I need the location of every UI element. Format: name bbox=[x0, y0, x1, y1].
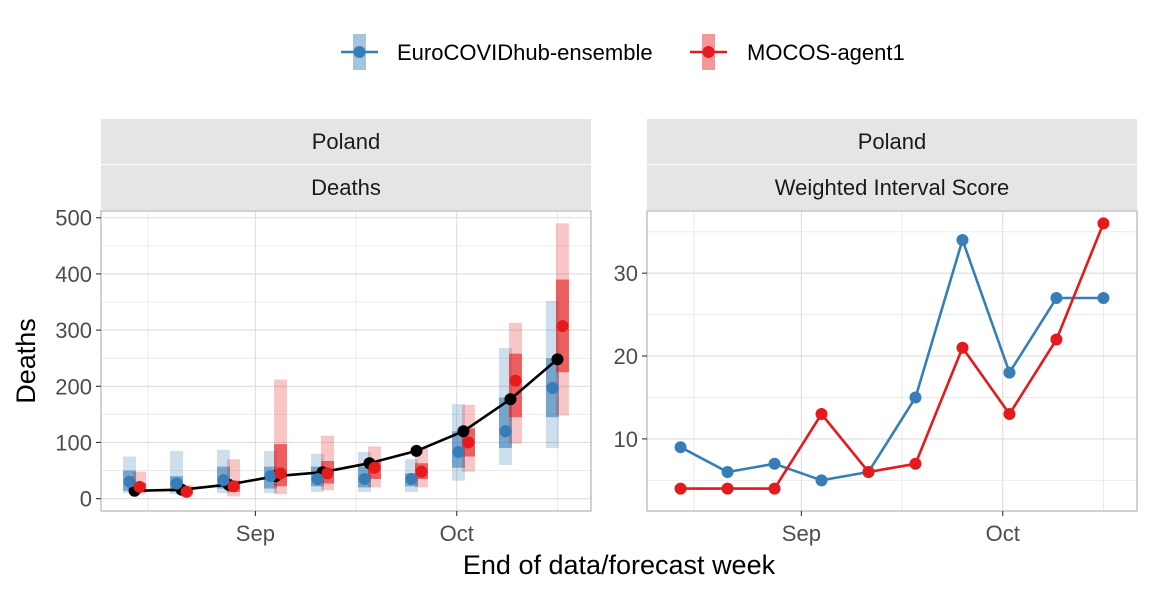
wis-point-ensemble-1 bbox=[721, 466, 734, 479]
legend-ensemble-dot bbox=[353, 46, 366, 58]
legend-label-mocos: MOCOS-agent1 bbox=[747, 40, 905, 65]
y-tick-label-0: 0 bbox=[80, 487, 92, 512]
strip-left-bottom bbox=[101, 165, 591, 210]
panel-right-wis: 10 20 30 Sep Oct bbox=[614, 210, 1138, 546]
median-point-mocos-8 bbox=[509, 374, 522, 387]
strip-right-region: Poland bbox=[858, 129, 927, 154]
median-point-mocos-9 bbox=[556, 320, 569, 333]
observed-point-6 bbox=[410, 444, 423, 457]
observed-point-7 bbox=[457, 425, 470, 438]
median-point-mocos-1 bbox=[180, 485, 193, 498]
x-axis-title: End of data/forecast week bbox=[463, 550, 776, 580]
median-point-ensemble-8 bbox=[499, 425, 512, 438]
median-point-mocos-2 bbox=[227, 480, 240, 493]
median-point-mocos-0 bbox=[133, 480, 146, 493]
legend: EuroCOVIDhub-ensemble MOCOS-agent1 bbox=[341, 34, 905, 70]
x-tick-label-1: Oct bbox=[440, 521, 474, 546]
wis-point-ensemble-8 bbox=[1050, 292, 1063, 305]
panel-left-strips: Poland Deaths bbox=[101, 119, 591, 210]
wis-point-mocos-1 bbox=[721, 482, 734, 495]
x-tick-label-0: Sep bbox=[236, 521, 275, 546]
y-tick-label-4: 400 bbox=[55, 262, 92, 287]
median-point-mocos-5 bbox=[368, 461, 381, 474]
wis-point-ensemble-5 bbox=[909, 391, 922, 404]
median-point-ensemble-4 bbox=[311, 472, 324, 485]
y-tick-label-3: 300 bbox=[55, 318, 92, 343]
wis-point-mocos-2 bbox=[768, 482, 781, 495]
wis-point-mocos-6 bbox=[956, 341, 969, 354]
strip-right-top bbox=[647, 119, 1137, 164]
wis-point-mocos-8 bbox=[1050, 333, 1063, 346]
median-point-mocos-6 bbox=[415, 465, 428, 478]
median-point-ensemble-1 bbox=[170, 477, 183, 490]
wis-point-mocos-4 bbox=[862, 466, 875, 479]
median-point-ensemble-7 bbox=[452, 446, 465, 459]
median-point-ensemble-6 bbox=[405, 472, 418, 485]
legend-key-mocos bbox=[690, 34, 727, 70]
median-point-ensemble-3 bbox=[264, 470, 277, 483]
median-point-ensemble-0 bbox=[123, 475, 136, 488]
wis-point-mocos-9 bbox=[1097, 217, 1110, 230]
strip-left-metric: Deaths bbox=[311, 175, 381, 200]
wis-point-mocos-0 bbox=[674, 482, 687, 495]
wis-point-ensemble-7 bbox=[1003, 366, 1016, 379]
x-tick-label-1: Oct bbox=[986, 521, 1020, 546]
y-tick-label-2: 200 bbox=[55, 374, 92, 399]
panel-border bbox=[646, 210, 1138, 512]
median-point-mocos-7 bbox=[462, 436, 475, 449]
wis-point-ensemble-0 bbox=[674, 441, 687, 454]
strip-left-region: Poland bbox=[312, 129, 381, 154]
wis-line-mocos bbox=[680, 222, 1105, 490]
wis-point-mocos-7 bbox=[1003, 408, 1016, 421]
median-point-ensemble-2 bbox=[217, 474, 230, 487]
wis-point-ensemble-6 bbox=[956, 234, 969, 247]
median-point-ensemble-9 bbox=[546, 381, 559, 394]
legend-label-ensemble: EuroCOVIDhub-ensemble bbox=[397, 40, 653, 65]
y-tick-label-0: 10 bbox=[614, 427, 638, 452]
y-tick-label-2: 30 bbox=[614, 261, 638, 286]
wis-line-ensemble bbox=[679, 235, 1104, 482]
median-point-mocos-4 bbox=[321, 467, 334, 480]
x-tick-label-0: Sep bbox=[782, 521, 821, 546]
wis-point-ensemble-2 bbox=[768, 457, 781, 470]
median-point-ensemble-5 bbox=[358, 472, 371, 485]
observed-point-8 bbox=[504, 393, 517, 406]
strip-left-top bbox=[101, 119, 591, 164]
y-tick-label-1: 100 bbox=[55, 430, 92, 455]
wis-point-mocos-3 bbox=[815, 408, 828, 421]
observed-line bbox=[134, 358, 559, 493]
legend-mocos-dot bbox=[702, 46, 715, 58]
wis-point-ensemble-9 bbox=[1097, 292, 1110, 305]
median-point-mocos-3 bbox=[274, 467, 287, 480]
y-tick-label-5: 500 bbox=[55, 206, 92, 231]
strip-right-bottom bbox=[647, 165, 1137, 210]
strip-right-metric: Weighted Interval Score bbox=[775, 175, 1009, 200]
panel-right-strips: Poland Weighted Interval Score bbox=[647, 119, 1137, 210]
legend-key-ensemble bbox=[341, 34, 378, 70]
panel-border bbox=[100, 210, 592, 512]
wis-point-mocos-5 bbox=[909, 457, 922, 470]
wis-point-ensemble-3 bbox=[815, 474, 828, 487]
panel-left-deaths: 0 100 200 300 400 500 Sep Oct bbox=[55, 206, 592, 546]
y-axis-title-left: Deaths bbox=[11, 318, 41, 404]
y-tick-label-1: 20 bbox=[614, 344, 638, 369]
observed-point-9 bbox=[551, 353, 564, 366]
